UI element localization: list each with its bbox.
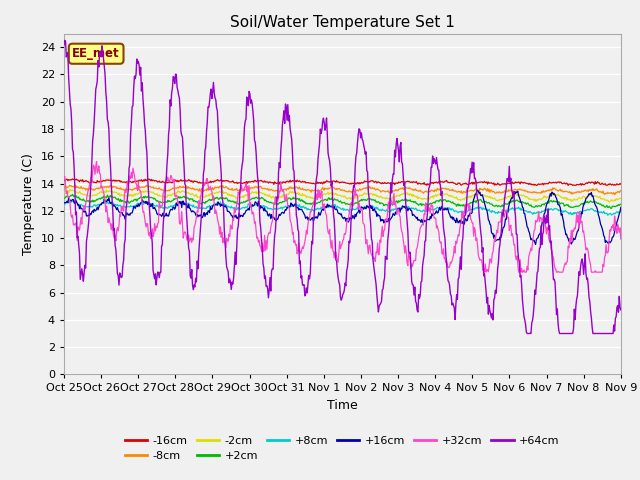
X-axis label: Time: Time	[327, 399, 358, 412]
Y-axis label: Temperature (C): Temperature (C)	[22, 153, 35, 255]
Legend: -16cm, -8cm, -2cm, +2cm, +8cm, +16cm, +32cm, +64cm: -16cm, -8cm, -2cm, +2cm, +8cm, +16cm, +3…	[121, 431, 564, 466]
Text: EE_met: EE_met	[72, 47, 120, 60]
Title: Soil/Water Temperature Set 1: Soil/Water Temperature Set 1	[230, 15, 455, 30]
